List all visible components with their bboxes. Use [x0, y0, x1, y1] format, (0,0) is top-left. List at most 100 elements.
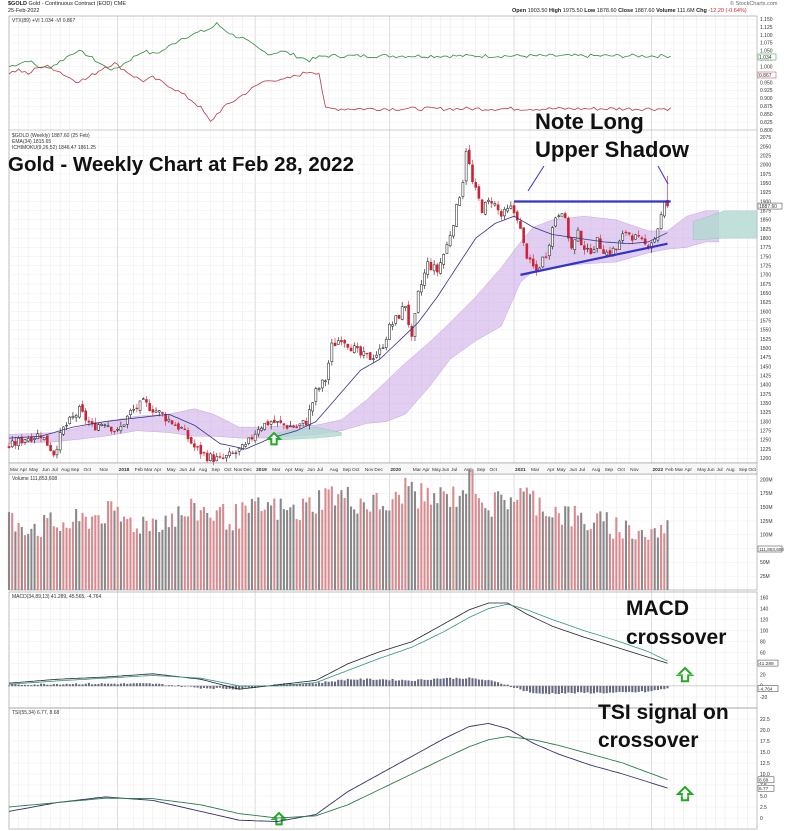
volume-bar: [592, 522, 596, 590]
candle-body: [583, 245, 586, 250]
macd-last-box: [757, 659, 779, 667]
volume-bar: [433, 493, 436, 590]
macd-histogram-bar: [618, 685, 621, 692]
macd-histogram-bar: [55, 684, 58, 687]
macd-histogram-bar: [388, 680, 391, 687]
macd-histogram-bar: [599, 685, 602, 693]
macd-histogram-bar: [586, 685, 589, 693]
macd-histogram-bar: [196, 685, 199, 688]
date-axis-label: Sep: [342, 467, 351, 473]
volume-bar: [119, 521, 122, 590]
macd-histogram-bar: [295, 684, 298, 687]
candle-body: [71, 415, 75, 419]
price-legend-0: $GOLD (Weekly) 1887.60 (25 Feb): [12, 133, 90, 139]
candle-body: [464, 150, 468, 182]
macd-histogram-bar: [91, 684, 94, 687]
candle-body: [42, 437, 46, 440]
macd-histogram-bar: [567, 685, 570, 693]
candle-body: [621, 233, 625, 241]
vtx-legend: VTX(89) +VI 1.034 -VI 0.867: [12, 18, 75, 24]
chart-title-annotation: Gold - Weekly Chart at Feb 28, 2022: [8, 153, 354, 176]
candle-body: [429, 261, 433, 271]
macd-series-1: [8, 603, 668, 687]
macd-histogram-bar: [378, 679, 381, 687]
tsi-last-box: [757, 776, 775, 784]
symbol-description: Gold - Continuous Contract (EOD) CME: [28, 1, 126, 7]
candle-body: [432, 264, 436, 272]
candle-body: [448, 235, 452, 247]
volume-bar: [330, 486, 333, 590]
candle-body: [391, 324, 394, 327]
date-axis-label: Apr: [154, 467, 162, 473]
macd-histogram-bar: [429, 679, 432, 687]
macd-histogram-bar: [11, 683, 14, 687]
candle-body: [602, 249, 605, 254]
volume-bar: [608, 533, 611, 590]
shadow-note-line-1: Note Long: [535, 109, 644, 134]
volume-ytick-label: 25M: [760, 574, 770, 580]
candle-body: [196, 446, 199, 448]
macd-histogram-bar: [119, 683, 122, 687]
ichimoku-cloud-green: [692, 210, 758, 241]
vtx-last-value-box: [757, 71, 777, 79]
candle-body: [477, 186, 481, 199]
candle-body: [228, 451, 231, 456]
macd-histogram-bar: [628, 685, 631, 692]
macd-histogram-bar: [311, 683, 314, 687]
macd-histogram-bar: [78, 684, 81, 687]
price-ytick-label: 1500: [760, 346, 771, 352]
macd-histogram-bar: [500, 683, 503, 687]
candle-body: [368, 352, 372, 361]
volume-ytick-label: 100M: [760, 533, 773, 539]
volume-bar: [276, 519, 279, 590]
volume-bar: [506, 509, 509, 590]
price-ytick-label: 1475: [760, 355, 771, 361]
volume-bar: [621, 538, 624, 590]
shadow-pointer-line: [657, 165, 669, 185]
macd-histogram-bar: [644, 685, 647, 693]
candle-body: [327, 362, 330, 380]
candle-body: [145, 399, 148, 403]
tsi-note-line-2: crossover: [598, 729, 699, 752]
macd-histogram-bar: [71, 684, 74, 687]
date-axis-label: Oct: [617, 467, 625, 473]
macd-histogram-bar: [375, 679, 378, 687]
candle-body: [372, 358, 375, 360]
price-ytick-label: 2075: [760, 135, 771, 141]
volume-bar: [46, 518, 49, 590]
macd-note-line-1: MACD: [626, 597, 689, 620]
macd-histogram-bar: [615, 685, 618, 693]
price-ytick-label: 1300: [760, 419, 771, 425]
candle-body: [154, 410, 158, 413]
close-value: 1887.60: [634, 8, 655, 14]
macd-ytick-label: 20: [760, 673, 766, 679]
volume-bar: [97, 515, 100, 590]
macd-histogram-bar: [503, 684, 506, 687]
date-axis-label: Sep: [605, 467, 614, 473]
date-axis-label: Mar: [531, 467, 540, 473]
macd-histogram-bar: [576, 685, 580, 693]
volume-bar: [551, 517, 554, 590]
candle-body: [289, 425, 292, 428]
candle-body: [116, 429, 119, 431]
volume-bar: [254, 501, 257, 590]
candle-body: [333, 342, 337, 347]
candle-body: [340, 340, 343, 343]
macd-histogram-bar: [43, 683, 46, 687]
date-axis-band: [8, 462, 758, 475]
candle-body: [547, 244, 551, 257]
date-axis-label: Sep: [477, 467, 486, 473]
volume-bar: [375, 492, 378, 590]
macd-histogram-bar: [110, 683, 113, 687]
candle-body: [618, 240, 621, 250]
macd-histogram-bar: [394, 680, 397, 687]
tsi-ytick-label: 15.0: [760, 750, 770, 756]
macd-histogram-bar: [107, 683, 110, 687]
candle-body: [592, 249, 596, 253]
candle-body: [68, 416, 72, 424]
macd-histogram-bar: [449, 677, 452, 687]
tsi-last-box: [757, 784, 775, 792]
candle-body: [499, 211, 503, 217]
volume-bar: [474, 494, 477, 590]
macd-histogram-bar: [116, 684, 119, 687]
